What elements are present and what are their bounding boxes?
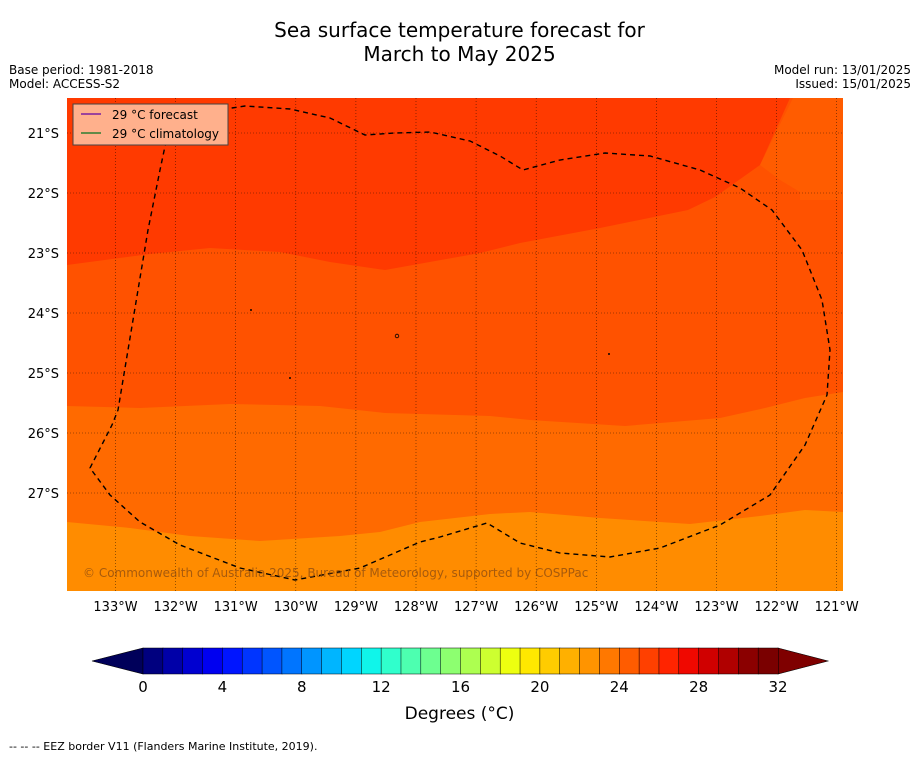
island-marker [249, 308, 252, 311]
lon-tick-label: 125°W [574, 600, 618, 615]
colorbar [91, 647, 830, 675]
colorbar-tick-label: 4 [218, 678, 228, 696]
colorbar-swatch [499, 647, 521, 675]
colorbar-swatch [460, 647, 481, 675]
colorbar-swatch [519, 647, 541, 675]
colorbar-swatch [658, 647, 680, 675]
colorbar-swatch [321, 647, 342, 675]
legend-forecast-label: 29 °C forecast [112, 108, 198, 122]
island-marker [394, 333, 400, 339]
colorbar-swatch [480, 647, 501, 675]
colorbar-swatch [579, 647, 600, 675]
chart-title: Sea surface temperature forecast for Mar… [0, 18, 919, 66]
colorbar-swatch [698, 647, 720, 675]
colorbar-swatch [599, 647, 620, 675]
island-marker [608, 352, 611, 355]
colorbar-swatch [341, 647, 362, 675]
islands [249, 308, 611, 379]
title-line-2: March to May 2025 [363, 42, 556, 66]
lat-tick-label: 25°S [28, 367, 59, 382]
colorbar-tick-label: 8 [297, 678, 307, 696]
colorbar-swatch [619, 647, 640, 675]
colorbar-swatch [202, 647, 223, 675]
colorbar-swatch [142, 647, 164, 675]
latitude-labels: 21°S 22°S 23°S 24°S 25°S 26°S 27°S [28, 127, 59, 502]
colorbar-tick-label: 20 [530, 678, 549, 696]
lat-tick-label: 22°S [28, 187, 59, 202]
lon-tick-label: 130°W [274, 600, 318, 615]
issued-date: Issued: 15/01/2025 [795, 77, 911, 91]
eez-border [89, 105, 831, 581]
lon-tick-label: 129°W [334, 600, 378, 615]
lat-tick-label: 27°S [28, 487, 59, 502]
lat-tick-label: 23°S [28, 247, 59, 262]
colorbar-swatch [440, 647, 462, 675]
colorbar-swatch [638, 647, 660, 675]
lon-tick-label: 131°W [214, 600, 258, 615]
model-name: Model: ACCESS-S2 [9, 77, 121, 91]
colorbar-swatch [361, 647, 382, 675]
legend-box [72, 103, 229, 146]
colorbar-swatch [400, 647, 422, 675]
colorbar-swatch [261, 647, 283, 675]
model-run: Model run: 13/01/2025 [773, 63, 911, 77]
colorbar-swatch [380, 647, 402, 675]
colorbar-swatch [718, 647, 739, 675]
lat-tick-label: 26°S [28, 427, 59, 442]
lon-tick-label: 128°W [394, 600, 438, 615]
colorbar-swatch [539, 647, 561, 675]
lat-tick-label: 21°S [28, 127, 59, 142]
base-period: Base period: 1981-2018 [9, 63, 154, 77]
gridlines [67, 98, 843, 591]
colorbar-swatch [757, 647, 779, 675]
colorbar-tick-label: 32 [768, 678, 787, 696]
colorbar-swatch [182, 647, 204, 675]
colorbar-swatch [559, 647, 581, 675]
map-legend: 29 °C forecast 29 °C climatology [72, 103, 229, 146]
island-marker [288, 376, 291, 379]
lon-tick-label: 122°W [755, 600, 799, 615]
lon-tick-label: 123°W [694, 600, 738, 615]
colorbar-tick-labels: 0 4 8 12 16 20 24 28 32 [138, 678, 787, 696]
sst-band-28 [67, 98, 843, 270]
colorbar-tick-label: 16 [451, 678, 470, 696]
colorbar-label: Degrees (°C) [404, 704, 515, 724]
longitude-labels: 133°W 132°W 131°W 130°W 129°W 128°W 127°W 126°W… [93, 600, 859, 615]
lon-tick-label: 132°W [154, 600, 198, 615]
lon-tick-label: 124°W [634, 600, 678, 615]
lat-tick-label: 24°S [28, 307, 59, 322]
sst-band-top-right [760, 98, 843, 200]
colorbar-swatch [420, 647, 442, 675]
lon-tick-label: 121°W [815, 600, 859, 615]
sst-field [67, 98, 843, 591]
colorbar-swatch [678, 647, 700, 675]
colorbar-swatch [222, 647, 243, 675]
lon-tick-label: 133°W [93, 600, 137, 615]
legend-climatology-label: 29 °C climatology [112, 127, 219, 141]
colorbar-under-arrow [91, 647, 144, 675]
colorbar-swatch [162, 647, 184, 675]
colorbar-tick-label: 0 [138, 678, 148, 696]
colorbar-swatch [281, 647, 303, 675]
colorbar-over-arrow [777, 647, 830, 675]
colorbar-tick-label: 28 [689, 678, 708, 696]
colorbar-swatch [241, 647, 263, 675]
metadata-right: Model run: 13/01/2025 Issued: 15/01/2025 [774, 63, 911, 91]
colorbar-tick-label: 12 [372, 678, 391, 696]
colorbar-swatch [738, 647, 759, 675]
colorbar-tick-label: 24 [610, 678, 629, 696]
colorbar-swatch [301, 647, 323, 675]
metadata-left: Base period: 1981-2018 Model: ACCESS-S2 [9, 63, 154, 91]
lon-tick-label: 126°W [514, 600, 558, 615]
title-line-1: Sea surface temperature forecast for [274, 18, 645, 42]
eez-footnote: -- -- -- EEZ border V11 (Flanders Marine… [9, 740, 318, 753]
lon-tick-label: 127°W [454, 600, 498, 615]
copyright-notice: © Commonwealth of Australia 2025, Bureau… [83, 566, 588, 580]
